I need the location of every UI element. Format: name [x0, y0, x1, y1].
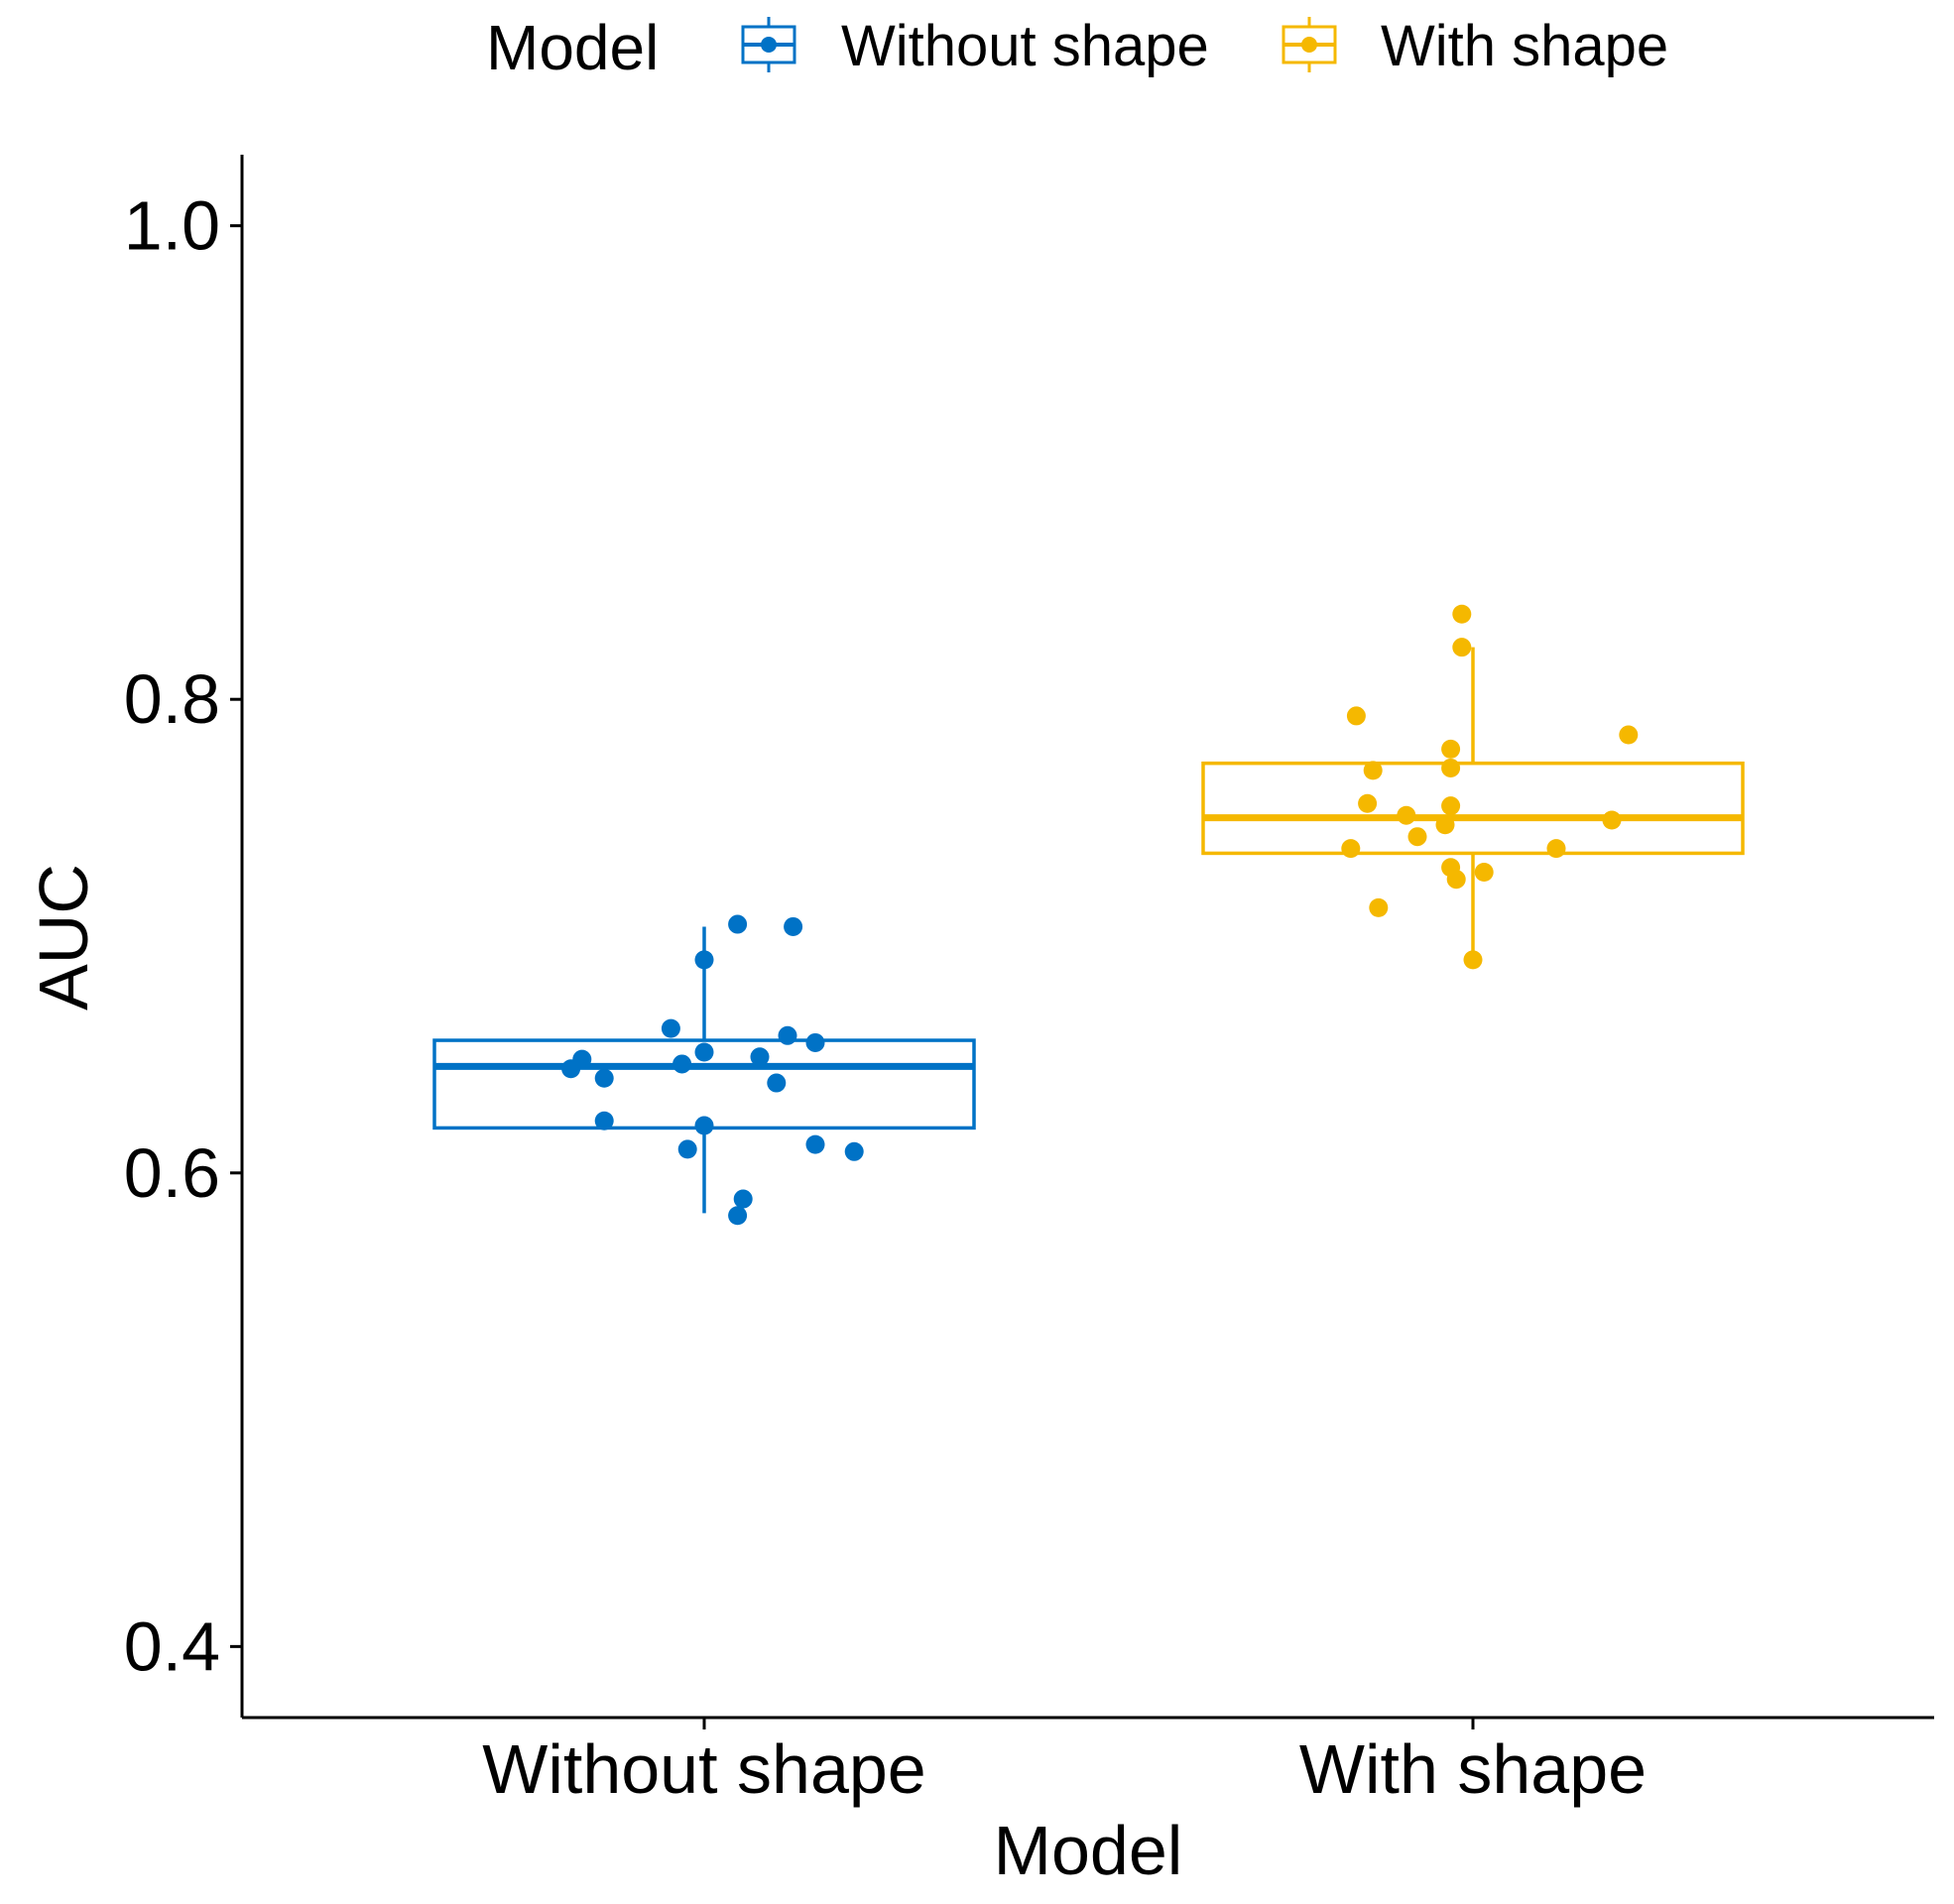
y-tick-label: 0.4	[124, 1607, 220, 1685]
x-tick-label: With shape	[1299, 1730, 1647, 1808]
plot-area	[432, 604, 1745, 1226]
data-point	[1435, 815, 1455, 835]
data-point	[1619, 725, 1639, 745]
x-axis-ticks: Without shape With shape	[482, 1718, 1647, 1808]
data-point	[728, 914, 748, 934]
data-point	[661, 1018, 680, 1038]
data-point	[805, 1134, 825, 1154]
data-point	[1407, 827, 1427, 847]
legend-title: Model	[486, 12, 659, 83]
legend-label-0: Without shape	[841, 14, 1209, 78]
legend-point	[1301, 37, 1317, 53]
data-point	[767, 1073, 787, 1093]
data-point	[1341, 839, 1361, 859]
data-point	[750, 1047, 770, 1067]
boxplot-with-shape	[1201, 604, 1745, 970]
data-point	[805, 1032, 825, 1052]
data-point	[694, 1042, 714, 1062]
y-tick-label: 1.0	[124, 187, 220, 265]
data-point	[1452, 638, 1472, 657]
data-point	[1441, 796, 1461, 816]
data-point	[594, 1111, 614, 1130]
data-point	[1452, 604, 1472, 624]
legend-key-0	[741, 17, 796, 72]
legend-label-1: With shape	[1381, 14, 1668, 78]
y-axis-title: AUC	[25, 864, 102, 1011]
data-point	[572, 1049, 592, 1069]
data-point	[1358, 793, 1378, 813]
data-point	[694, 1116, 714, 1135]
data-point	[677, 1139, 697, 1159]
data-point	[1463, 950, 1483, 970]
data-point	[1602, 810, 1622, 830]
data-point	[694, 950, 714, 970]
legend-point	[761, 37, 777, 53]
data-point	[1346, 706, 1366, 726]
data-point	[1474, 863, 1494, 883]
boxplot-without-shape	[432, 914, 976, 1226]
y-tick-label: 0.6	[124, 1134, 220, 1212]
legend-key-1	[1282, 17, 1337, 72]
x-axis-title: Model	[994, 1812, 1183, 1889]
y-tick-label: 0.8	[124, 660, 220, 738]
data-point	[1546, 839, 1566, 859]
data-point	[1441, 758, 1461, 777]
box	[1201, 761, 1745, 856]
data-point	[1446, 870, 1466, 890]
x-tick-label: Without shape	[482, 1730, 925, 1808]
data-point	[594, 1068, 614, 1088]
data-point	[778, 1025, 797, 1045]
data-point	[784, 916, 803, 936]
data-point	[1397, 805, 1416, 825]
y-axis-ticks: 0.4 0.6 0.8 1.0	[124, 187, 242, 1685]
data-point	[733, 1189, 753, 1209]
legend: Model Without shape With shape	[486, 12, 1668, 83]
data-point	[672, 1054, 692, 1074]
data-point	[844, 1141, 864, 1161]
data-point	[1363, 761, 1383, 780]
data-point	[1441, 739, 1461, 759]
data-point	[1369, 897, 1389, 917]
data-point	[728, 1206, 748, 1226]
